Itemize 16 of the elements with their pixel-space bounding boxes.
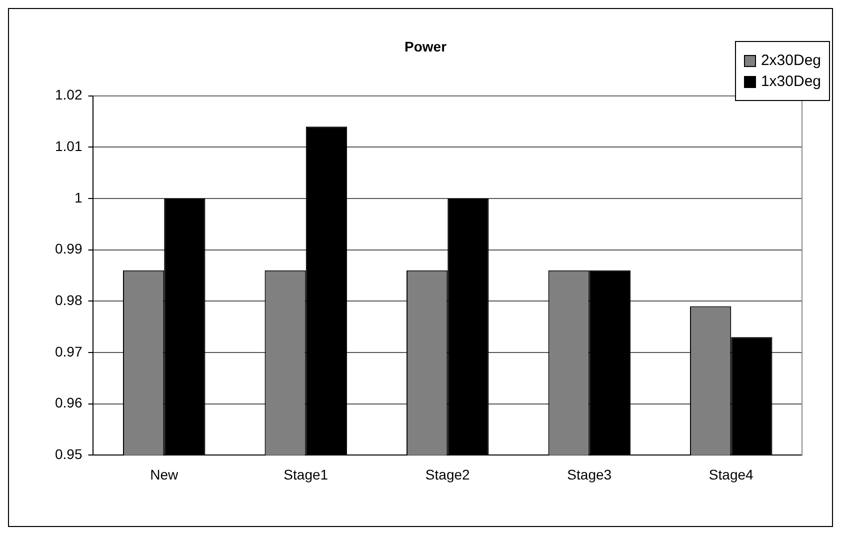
x-tick-label: Stage2 xyxy=(425,466,470,482)
legend-label: 1x30Deg xyxy=(760,73,821,90)
x-tick-label: Stage3 xyxy=(567,466,612,482)
y-tick-label: 0.98 xyxy=(55,292,82,308)
y-tick-label: 0.99 xyxy=(55,240,82,257)
x-tick-label: Stage4 xyxy=(708,466,754,482)
y-tick-label: 0.96 xyxy=(55,394,82,411)
y-tick-label: 0.97 xyxy=(55,343,82,360)
y-tick-label: 1.02 xyxy=(55,86,82,103)
x-tick-label: New xyxy=(150,466,180,482)
y-tick-label: 0.95 xyxy=(55,446,82,462)
legend-label: 2x30Deg xyxy=(760,52,821,69)
chart-title: Power xyxy=(404,38,448,54)
y-tick-label: 1.01 xyxy=(55,138,82,154)
x-tick-label: Stage1 xyxy=(284,466,328,482)
y-tick-label: 1 xyxy=(74,189,82,206)
